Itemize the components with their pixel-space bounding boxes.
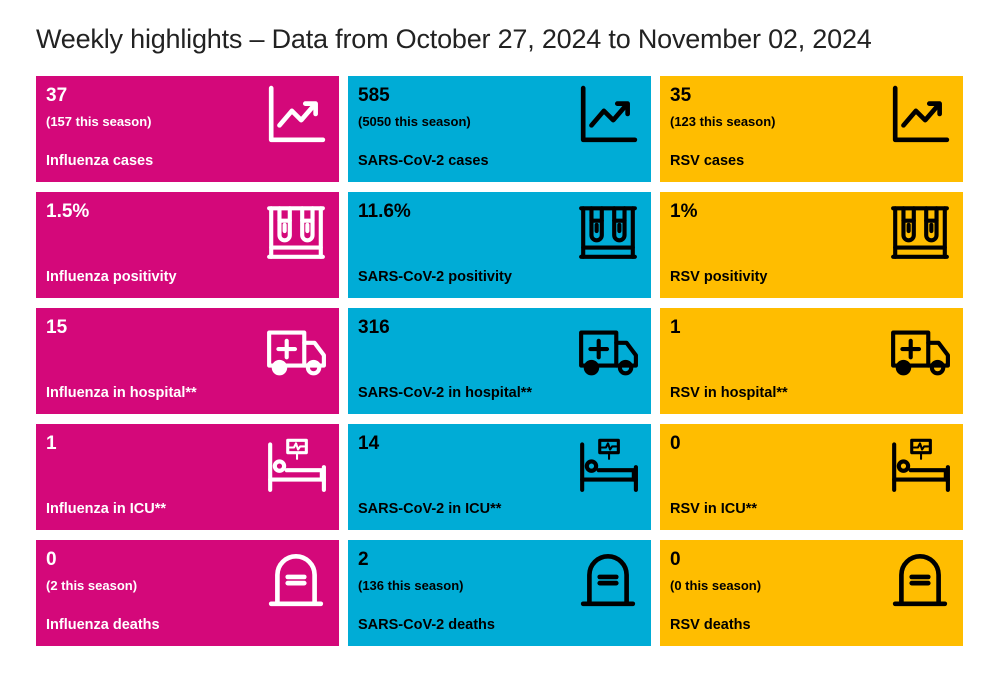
card-label: Influenza in hospital** — [46, 385, 197, 401]
card-label: Influenza in ICU** — [46, 501, 167, 517]
test-tubes-icon — [265, 200, 327, 262]
card-sars-cov-2-cases: 585 (5050 this season) SARS-CoV-2 cases — [348, 76, 651, 182]
card-sars-cov-2-positivity: 11.6% SARS-CoV-2 positivity — [348, 192, 651, 298]
ambulance-icon — [577, 316, 639, 378]
card-label: Influenza positivity — [46, 269, 177, 285]
card-rsv-deaths: 0 (0 this season) RSV deaths — [660, 540, 963, 646]
test-tubes-icon — [889, 200, 951, 262]
card-influenza-cases: 37 (157 this season) Influenza cases — [36, 76, 339, 182]
card-label: RSV in ICU** — [670, 501, 758, 517]
card-value: 0 — [670, 549, 681, 570]
card-value: 11.6% — [358, 201, 411, 222]
card-label: Influenza deaths — [46, 617, 160, 633]
card-label: RSV in hospital** — [670, 385, 788, 401]
card-label: RSV cases — [670, 153, 745, 169]
card-value: 316 — [358, 317, 390, 338]
card-value: 0 — [670, 433, 681, 454]
card-value: 585 — [358, 85, 390, 106]
card-influenza-in-icu: 1 Influenza in ICU** — [36, 424, 339, 530]
card-rsv-in-hospital: 1 RSV in hospital** — [660, 308, 963, 414]
card-influenza-deaths: 0 (2 this season) Influenza deaths — [36, 540, 339, 646]
card-value: 1.5% — [46, 201, 90, 222]
card-value: 1 — [46, 433, 57, 454]
card-season-total: (123 this season) — [670, 114, 776, 129]
hospital-bed-icon — [889, 432, 951, 494]
card-season-total: (157 this season) — [46, 114, 152, 129]
card-value: 15 — [46, 317, 68, 338]
tombstone-icon — [889, 548, 951, 610]
hospital-bed-icon — [265, 432, 327, 494]
ambulance-icon — [889, 316, 951, 378]
card-season-total: (5050 this season) — [358, 114, 471, 129]
card-influenza-positivity: 1.5% Influenza positivity — [36, 192, 339, 298]
card-label: SARS-CoV-2 in hospital** — [358, 385, 533, 401]
card-season-total: (136 this season) — [358, 578, 464, 593]
card-value: 35 — [670, 85, 692, 106]
card-rsv-positivity: 1% RSV positivity — [660, 192, 963, 298]
tombstone-icon — [577, 548, 639, 610]
card-label: RSV deaths — [670, 617, 751, 633]
test-tubes-icon — [577, 200, 639, 262]
trend-chart-icon — [577, 84, 639, 146]
card-rsv-cases: 35 (123 this season) RSV cases — [660, 76, 963, 182]
card-sars-cov-2-in-icu: 14 SARS-CoV-2 in ICU** — [348, 424, 651, 530]
page-title: Weekly highlights – Data from October 27… — [36, 24, 872, 54]
card-season-total: (2 this season) — [46, 578, 138, 593]
card-season-total: (0 this season) — [670, 578, 762, 593]
card-label: RSV positivity — [670, 269, 768, 285]
trend-chart-icon — [889, 84, 951, 146]
highlights-grid: 37 (157 this season) Influenza cases 585… — [36, 76, 963, 646]
card-sars-cov-2-in-hospital: 316 SARS-CoV-2 in hospital** — [348, 308, 651, 414]
card-label: SARS-CoV-2 in ICU** — [358, 501, 502, 517]
card-rsv-in-icu: 0 RSV in ICU** — [660, 424, 963, 530]
card-label: Influenza cases — [46, 153, 154, 169]
card-value: 0 — [46, 549, 57, 570]
card-value: 37 — [46, 85, 68, 106]
tombstone-icon — [265, 548, 327, 610]
card-value: 2 — [358, 549, 369, 570]
card-sars-cov-2-deaths: 2 (136 this season) SARS-CoV-2 deaths — [348, 540, 651, 646]
card-value: 14 — [358, 433, 380, 454]
card-label: SARS-CoV-2 deaths — [358, 617, 495, 633]
card-label: SARS-CoV-2 cases — [358, 153, 489, 169]
card-value: 1% — [670, 201, 698, 222]
trend-chart-icon — [265, 84, 327, 146]
hospital-bed-icon — [577, 432, 639, 494]
card-label: SARS-CoV-2 positivity — [358, 269, 512, 285]
card-influenza-in-hospital: 15 Influenza in hospital** — [36, 308, 339, 414]
card-value: 1 — [670, 317, 681, 338]
ambulance-icon — [265, 316, 327, 378]
